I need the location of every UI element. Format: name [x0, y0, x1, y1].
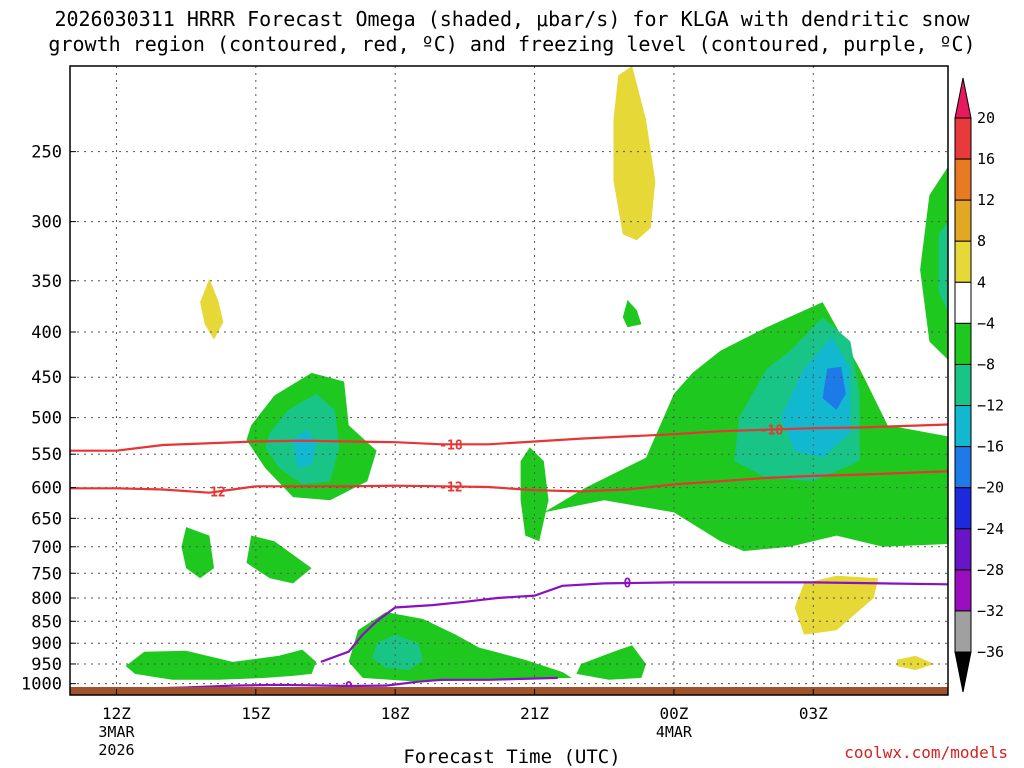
colorbar-label-0: 20 — [977, 109, 995, 127]
contour-label-4: 0 — [624, 576, 632, 591]
omega-pos-yellow-lower-right — [794, 575, 879, 635]
y-tick-label-700: 700 — [31, 538, 62, 558]
omega-pos-yellow-upper-left — [200, 278, 224, 340]
freezing-level-lower — [139, 676, 558, 690]
colorbar-label-11: −28 — [977, 561, 1004, 579]
omega-neg-green-low-right — [576, 645, 646, 680]
omega-neg-green-lower-left — [125, 649, 317, 680]
colorbar-bin-6 — [954, 363, 972, 407]
svg-text:-12: -12 — [439, 480, 462, 495]
y-tick-label-850: 850 — [31, 612, 62, 632]
y-tick-label-250: 250 — [31, 143, 62, 163]
colorbar-bin-4 — [954, 281, 972, 324]
colorbar-bin-3 — [954, 240, 972, 283]
plot-area: -18-12-12-1800 — [70, 66, 948, 695]
colorbar-label-9: −20 — [977, 479, 1004, 497]
x-tick-sublabel-12Z: 3MAR — [98, 723, 135, 741]
svg-text:-18: -18 — [760, 424, 784, 439]
y-tick-label-550: 550 — [31, 445, 62, 465]
colorbar-label-4: 4 — [977, 273, 986, 291]
colorbar-label-12: −32 — [977, 602, 1004, 620]
contour-label-0: -18 — [439, 438, 463, 453]
omega-neg-green-small-upper — [622, 300, 642, 328]
y-tick-label-400: 400 — [31, 323, 62, 343]
y-tick-label-500: 500 — [31, 409, 62, 429]
x-tick-label-15Z: 15Z — [241, 704, 270, 723]
colorbar-bin-11 — [954, 569, 972, 612]
omega-pos-yellow-top — [613, 66, 656, 241]
colorbar-bin-5 — [954, 322, 972, 365]
x-tick-year-12Z: 2026 — [98, 741, 134, 759]
colorbar: 20 16 12 8 4 −4 −8 −12 −16 −20 −24 −28 −32 −36 — [954, 77, 1004, 693]
omega-neg-teal-lower-mid — [372, 634, 424, 670]
y-tick-label-650: 650 — [31, 509, 62, 529]
colorbar-label-2: 12 — [977, 191, 995, 209]
omega-neg-teal-far-right — [938, 221, 948, 313]
colorbar-top-arrow — [954, 77, 972, 119]
x-tick-label-12Z: 12Z — [102, 704, 131, 723]
x-tick-label-18Z: 18Z — [381, 704, 410, 723]
y-tick-label-800: 800 — [31, 589, 62, 609]
dgz-minus-12 — [70, 470, 948, 494]
colorbar-bin-8 — [954, 446, 972, 489]
omega-neg-green-far-right — [920, 166, 948, 360]
plot-frame — [69, 65, 949, 696]
svg-text:-12: -12 — [202, 485, 225, 500]
colorbar-label-5: −4 — [977, 314, 995, 332]
dgz-minus-18 — [70, 423, 948, 452]
y-tick-label-600: 600 — [31, 479, 62, 499]
source-credit: coolwx.com/models — [844, 743, 1008, 762]
colorbar-bin-2 — [954, 199, 972, 242]
colorbar-bin-0 — [954, 117, 972, 160]
x-axis-label: Forecast Time (UTC) — [403, 746, 621, 768]
contour-label-3: -18 — [760, 424, 784, 439]
omega-neg-cyan-left-cell — [293, 429, 317, 468]
colorbar-bin-12 — [954, 610, 972, 653]
colorbar-label-6: −8 — [977, 355, 995, 373]
contour-label-2: -12 — [439, 480, 462, 495]
contour-label-1: -12 — [202, 485, 225, 500]
colorbar-label-1: 16 — [977, 150, 995, 168]
colorbar-bin-7 — [954, 405, 972, 448]
svg-text:0: 0 — [624, 576, 632, 591]
chart-title-line-1: 2026030311 HRRR Forecast Omega (shaded, … — [54, 7, 970, 31]
y-tick-label-1000: 1000 — [21, 675, 62, 695]
x-tick-sublabel-00Z: 4MAR — [656, 723, 693, 741]
ground-strip — [70, 687, 948, 695]
y-tick-label-300: 300 — [31, 213, 62, 233]
chart-title-line-2: growth region (contoured, red, ºC) and f… — [48, 32, 976, 56]
y-tick-label-350: 350 — [31, 272, 62, 292]
omega-pos-yellow-small-right — [896, 655, 935, 670]
y-tick-label-450: 450 — [31, 368, 62, 388]
y-tick-label-950: 950 — [31, 655, 62, 675]
omega-neg-green-small-left — [181, 527, 214, 579]
colorbar-label-8: −16 — [977, 438, 1004, 456]
x-tick-label-00Z: 00Z — [659, 704, 688, 723]
x-tick-label-21Z: 21Z — [520, 704, 549, 723]
y-tick-label-750: 750 — [31, 564, 62, 584]
colorbar-label-3: 8 — [977, 232, 986, 250]
svg-text:-18: -18 — [439, 438, 463, 453]
colorbar-label-10: −24 — [977, 520, 1004, 538]
colorbar-bin-9 — [954, 487, 972, 530]
colorbar-bin-1 — [954, 158, 972, 201]
x-tick-label-03Z: 03Z — [799, 704, 828, 723]
colorbar-label-7: −12 — [977, 397, 1004, 415]
y-tick-label-900: 900 — [31, 634, 62, 654]
omega-neg-green-small-mid — [246, 535, 312, 584]
freezing-level-upper — [320, 581, 948, 663]
colorbar-bin-10 — [954, 528, 972, 571]
colorbar-label-13: −36 — [977, 643, 1004, 661]
colorbar-bottom-arrow — [954, 651, 972, 693]
